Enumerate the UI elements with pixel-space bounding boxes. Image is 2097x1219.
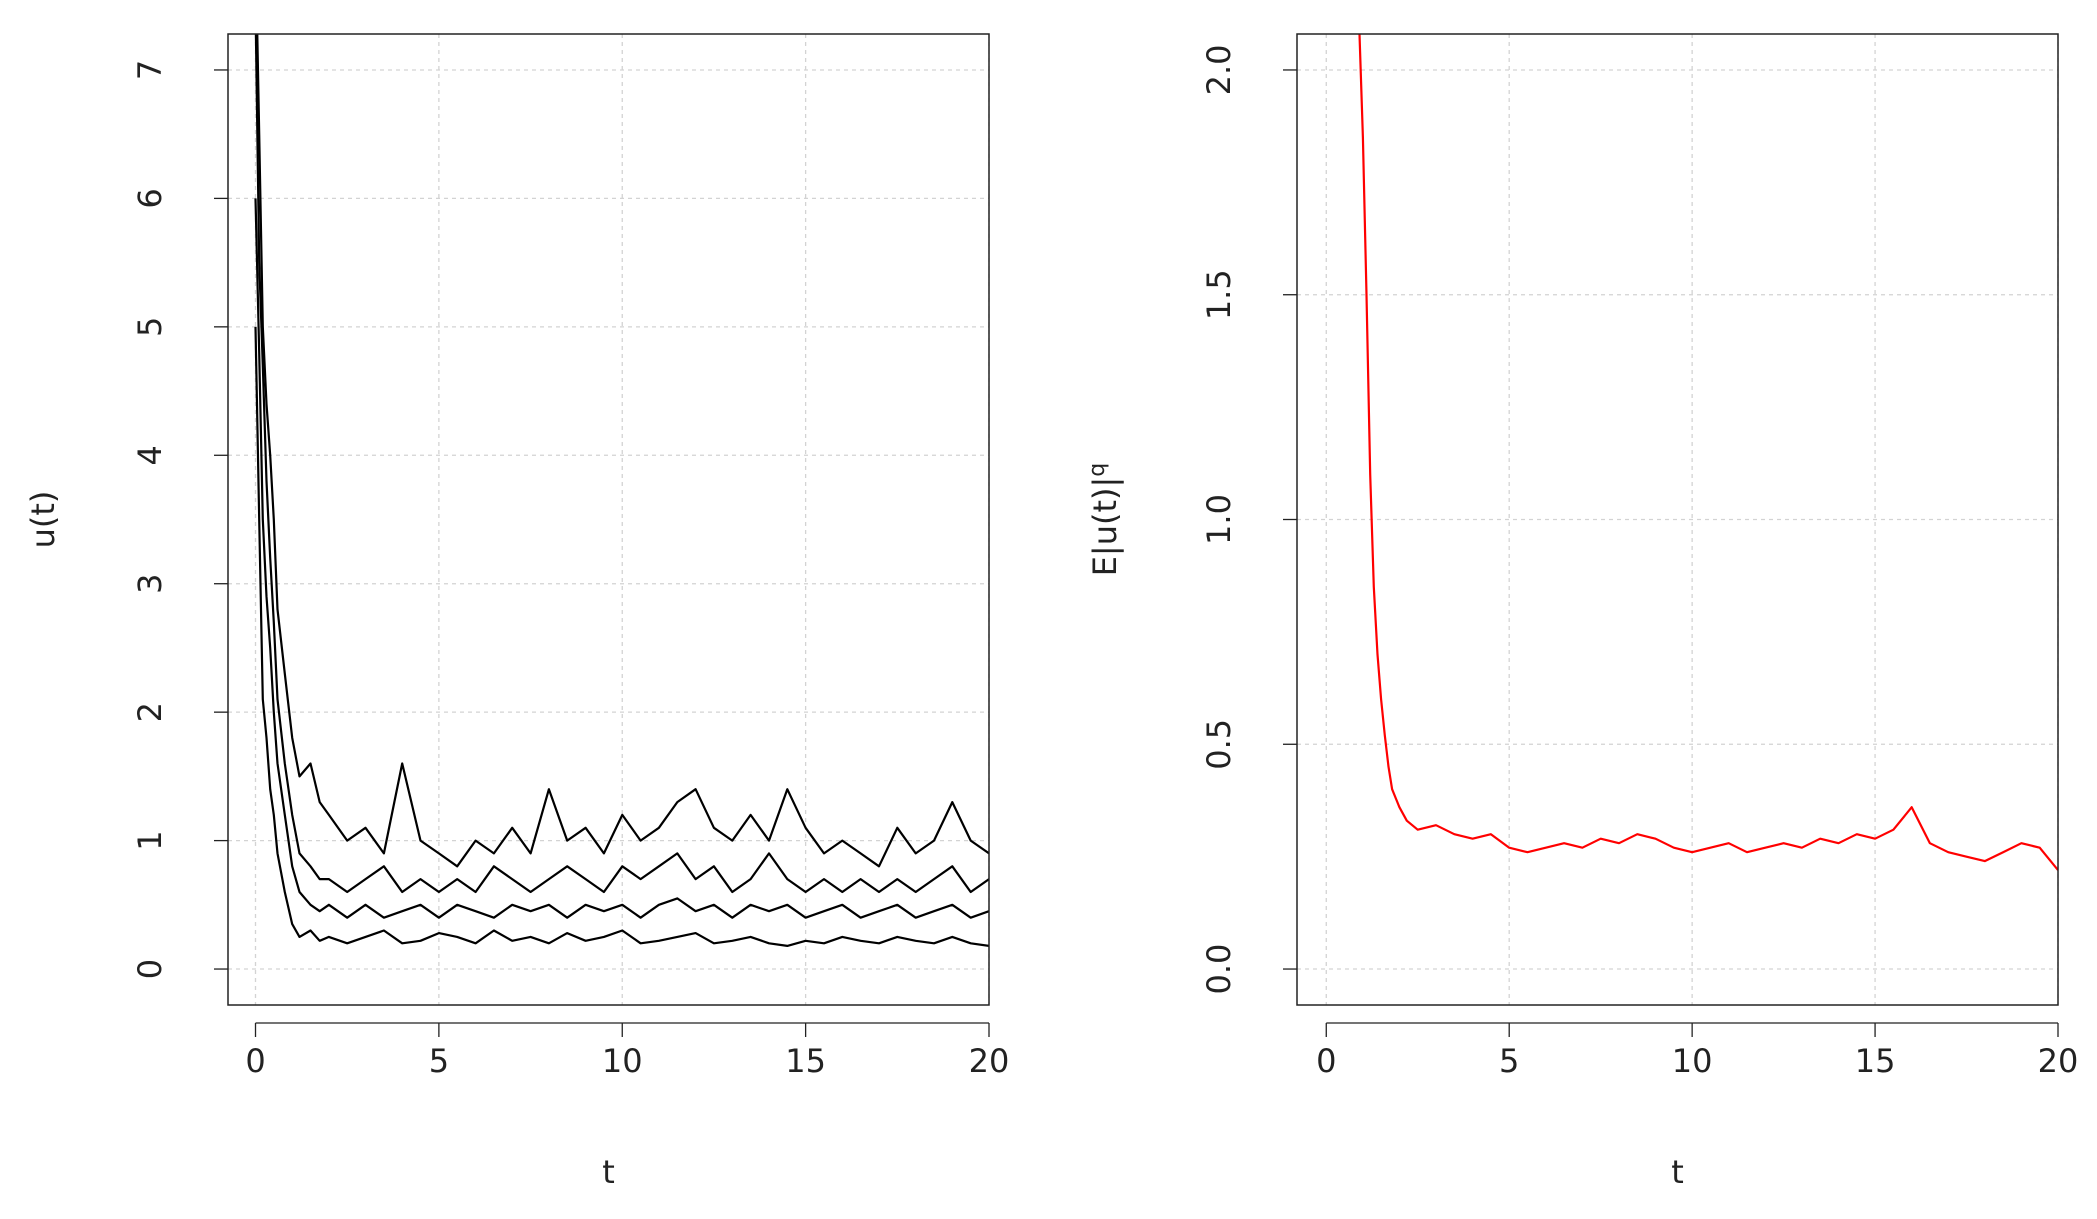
y-tick-label: 5 [131,317,169,337]
data-line [1358,34,2058,871]
x-tick-label: 10 [1672,1042,1713,1080]
data-line [254,34,989,894]
x-axis-label: t [602,1153,615,1191]
x-tick-label: 0 [1316,1042,1336,1080]
x-tick-label: 20 [2038,1042,2079,1080]
y-tick-label: 6 [131,188,169,208]
x-tick-label: 15 [1855,1042,1896,1080]
y-axis-label: u(t) [24,491,62,549]
plot-frame [1296,33,2059,1006]
y-tick-label: 0 [131,959,169,979]
x-tick-label: 10 [602,1042,643,1080]
y-tick-label: 2 [131,702,169,722]
panel: 0 5 10 15 20 0 1 2 3 4 5 6 7 t u(t) [24,33,1010,1191]
x-tick-label: 15 [785,1042,826,1080]
x-axis-label: t [1671,1153,1684,1191]
x-tick-label: 5 [1499,1042,1519,1080]
data-line [256,34,989,868]
y-axis-label: E|u(t)|q [1085,463,1124,577]
panel: 0 5 10 15 20 0.0 0.5 1.0 1.5 2.0 t E|u(t)|q [1085,33,2079,1191]
y-axis-label-main: E|u(t)| [1086,477,1124,577]
y-axis-label-superscript: q [1085,463,1110,477]
x-tick-label: 20 [969,1042,1010,1080]
y-axis-label-main: u(t) [24,491,62,549]
data-line [254,326,989,947]
plot-frame [227,33,990,1006]
y-tick-label: 2.0 [1200,45,1238,96]
y-tick-label: 1.0 [1200,494,1238,545]
y-tick-label: 0.0 [1200,944,1238,995]
y-tick-label: 0.5 [1200,719,1238,770]
data-line [254,198,989,919]
y-tick-label: 4 [131,445,169,465]
y-tick-label: 1 [131,830,169,850]
x-tick-label: 0 [245,1042,265,1080]
y-tick-label: 3 [131,574,169,594]
y-tick-label: 7 [131,60,169,80]
x-tick-label: 5 [429,1042,449,1080]
y-tick-label: 1.5 [1200,269,1238,320]
